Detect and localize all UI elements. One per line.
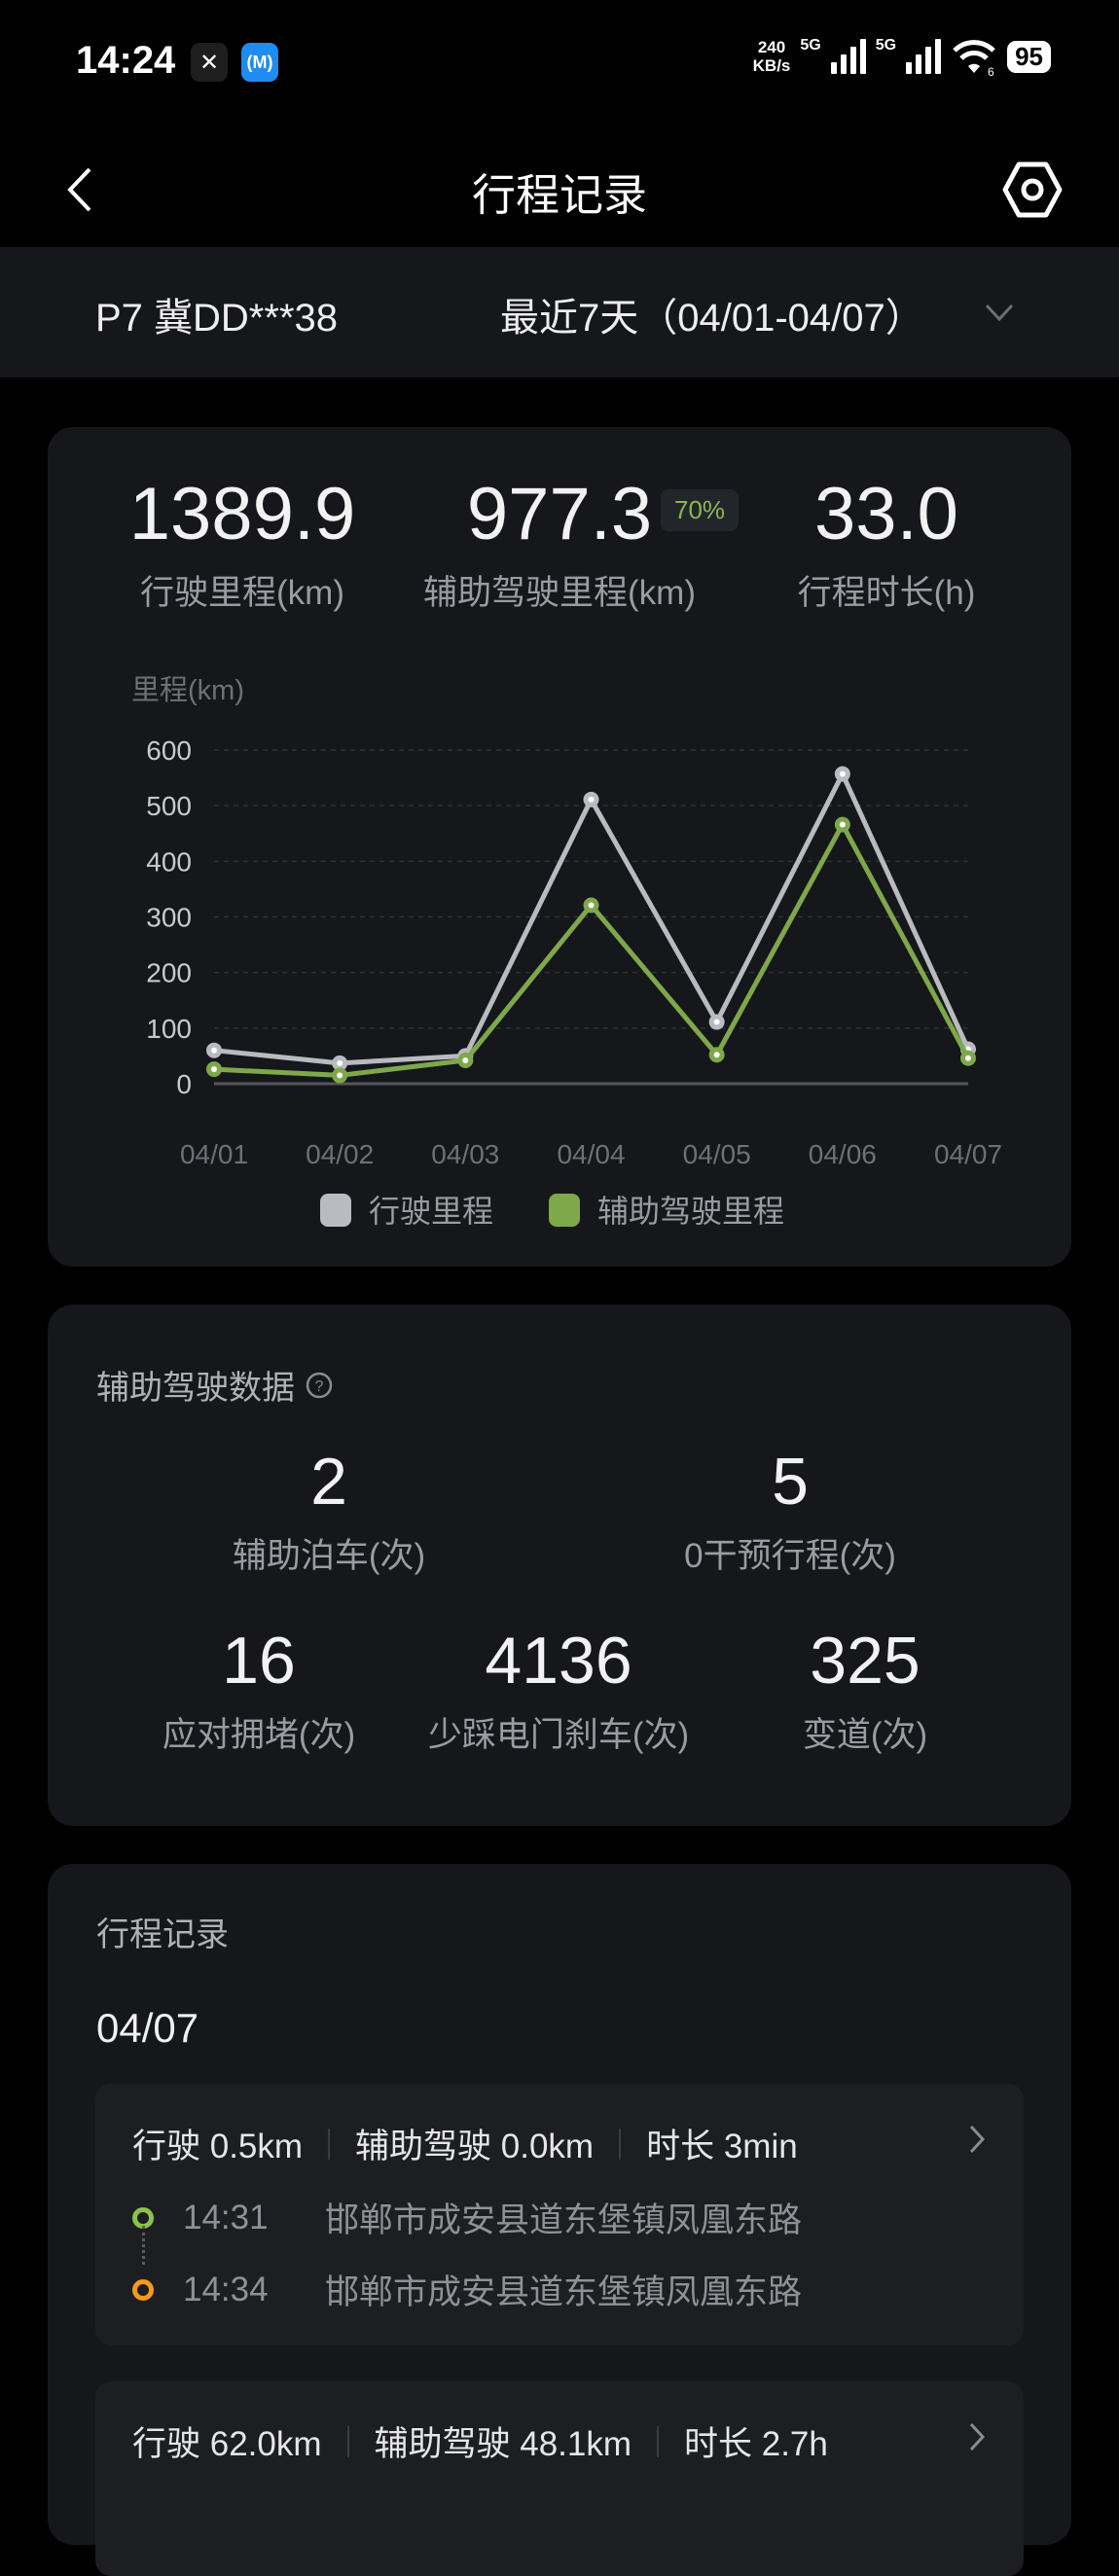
data-point-center xyxy=(588,796,595,803)
summary-card: 1389.9 行驶里程(km) 977.3 辅助驾驶里程(km) 70% 33.0 行… xyxy=(48,427,1071,1267)
trip-duration: 时长 3min xyxy=(646,2128,798,2165)
x-tick-label: 04/07 xyxy=(934,1139,1002,1169)
trip-drive: 行驶 0.5km xyxy=(132,2128,304,2165)
end-dot-icon xyxy=(132,2278,154,2301)
y-tick-label: 400 xyxy=(146,846,192,877)
x-tick-label: 04/05 xyxy=(683,1139,751,1169)
sim2-type: 5G xyxy=(875,37,897,54)
y-tick-label: 500 xyxy=(146,791,192,821)
assist-ratio-badge: 70% xyxy=(661,489,740,531)
vehicle-bar: P7 冀DD***38 最近7天（04/01-04/07） xyxy=(0,247,1119,377)
xpeng-app-icon: ✕ xyxy=(191,43,228,82)
mileage-chart: 里程(km) 0 100 200 300 400 500 600 04/01 04/02 04/03… xyxy=(131,675,1002,1229)
svg-text:?: ? xyxy=(315,1378,324,1395)
wifi-badge: 6 xyxy=(988,65,994,76)
date-range-selector[interactable]: 最近7天（04/01-04/07） xyxy=(500,297,924,340)
trip-item[interactable]: 行驶 0.5km 辅助驾驶 0.0km 时长 3min 14:31 邯郸市成安县道东堡… xyxy=(95,2084,1024,2345)
help-icon[interactable]: ? xyxy=(305,1371,334,1400)
stat-duration: 33.0 行程时长(h) xyxy=(797,473,976,613)
app-header: 行程记录 xyxy=(0,146,1119,233)
signal-icon xyxy=(830,39,866,74)
wifi-icon: 6 xyxy=(953,40,995,76)
trip-end: 14:34 邯郸市成安县道东堡镇凤凰东路 xyxy=(132,2265,802,2314)
battery-icon: 95 xyxy=(1007,40,1051,73)
data-point-center xyxy=(588,902,595,909)
assist-data-title: 辅助驾驶数据? xyxy=(96,1361,334,1409)
x-tick-label: 04/01 xyxy=(180,1139,248,1169)
trip-assist: 辅助驾驶 0.0km xyxy=(355,2128,595,2165)
x-tick-label: 04/02 xyxy=(306,1139,374,1169)
y-tick-label: 0 xyxy=(176,1069,192,1099)
y-axis-label: 里程(km) xyxy=(131,675,244,706)
chevron-right-icon[interactable] xyxy=(967,2123,987,2156)
data-point-center xyxy=(965,1055,971,1061)
stat-assist-mileage: 977.3 辅助驾驶里程(km) xyxy=(423,473,696,613)
trip-date: 04/07 xyxy=(96,2005,199,2051)
net-speed-unit: KB/s xyxy=(752,56,791,75)
x-tick-label: 04/06 xyxy=(809,1139,877,1169)
chevron-down-icon[interactable] xyxy=(983,296,1016,329)
vehicle-selector[interactable]: P7 冀DD***38 xyxy=(95,297,339,340)
y-tick-label: 100 xyxy=(146,1014,192,1044)
clock: 14:24 xyxy=(76,39,176,82)
chevron-right-icon[interactable] xyxy=(967,2420,987,2453)
data-point-center xyxy=(839,770,846,777)
route-connector xyxy=(142,2226,145,2265)
data-point-center xyxy=(839,821,846,828)
settings-icon[interactable] xyxy=(1002,160,1063,220)
data-point-center xyxy=(211,1047,217,1054)
signal-icon xyxy=(906,39,942,74)
y-tick-label: 300 xyxy=(146,903,192,933)
y-tick-label: 600 xyxy=(146,735,192,766)
net-speed: 240 xyxy=(757,38,786,56)
status-bar: 14:24 ✕ (M) 240 KB/s 5G 5G 6 95 xyxy=(0,0,1119,126)
assist-item: 325 变道(次) xyxy=(802,1624,928,1754)
assist-item: 2 辅助泊车(次) xyxy=(232,1445,426,1575)
legend-label: 辅助驾驶里程 xyxy=(597,1194,784,1229)
assist-item: 4136 少踩电门刹车(次) xyxy=(427,1624,690,1754)
back-icon[interactable] xyxy=(60,165,99,214)
series-line xyxy=(213,822,971,1078)
m-app-icon: (M) xyxy=(241,43,278,82)
series-line xyxy=(213,771,971,1066)
data-point-center xyxy=(211,1066,217,1073)
trip-duration: 时长 2.7h xyxy=(684,2425,828,2463)
trip-records-card: 行程记录 04/07 行驶 0.5km 辅助驾驶 0.0km 时长 3min 14:… xyxy=(48,1864,1071,2576)
assist-item: 5 0干预行程(次) xyxy=(684,1445,896,1575)
sim1-type: 5G xyxy=(800,37,821,54)
data-point-center xyxy=(337,1059,343,1066)
stat-total-mileage: 1389.9 行驶里程(km) xyxy=(128,473,356,613)
x-tick-label: 04/03 xyxy=(431,1139,499,1169)
assist-item: 16 应对拥堵(次) xyxy=(162,1624,356,1754)
trip-start: 14:31 邯郸市成安县道东堡镇凤凰东路 xyxy=(132,2193,802,2242)
data-point-center xyxy=(462,1056,469,1063)
page-title: 行程记录 xyxy=(471,170,647,220)
data-point-center xyxy=(337,1072,343,1079)
data-point-center xyxy=(713,1019,720,1025)
legend-label: 行驶里程 xyxy=(369,1194,493,1229)
trip-drive: 行驶 62.0km xyxy=(132,2425,322,2463)
trip-item[interactable]: 行驶 62.0km 辅助驾驶 48.1km 时长 2.7h xyxy=(95,2381,1024,2576)
trip-records-title: 行程记录 xyxy=(96,1916,229,1953)
x-tick-label: 04/04 xyxy=(557,1139,625,1169)
legend-swatch xyxy=(549,1194,580,1227)
legend-swatch xyxy=(320,1194,351,1227)
data-point-center xyxy=(713,1052,720,1058)
assist-data-card: 辅助驾驶数据? 2 辅助泊车(次) 5 0干预行程(次) 16 应对拥堵(次) 413… xyxy=(48,1305,1071,1826)
y-tick-label: 200 xyxy=(146,958,192,988)
trip-assist: 辅助驾驶 48.1km xyxy=(374,2425,632,2463)
system-icons: 240 KB/s 5G 5G 6 95 xyxy=(753,37,1051,76)
